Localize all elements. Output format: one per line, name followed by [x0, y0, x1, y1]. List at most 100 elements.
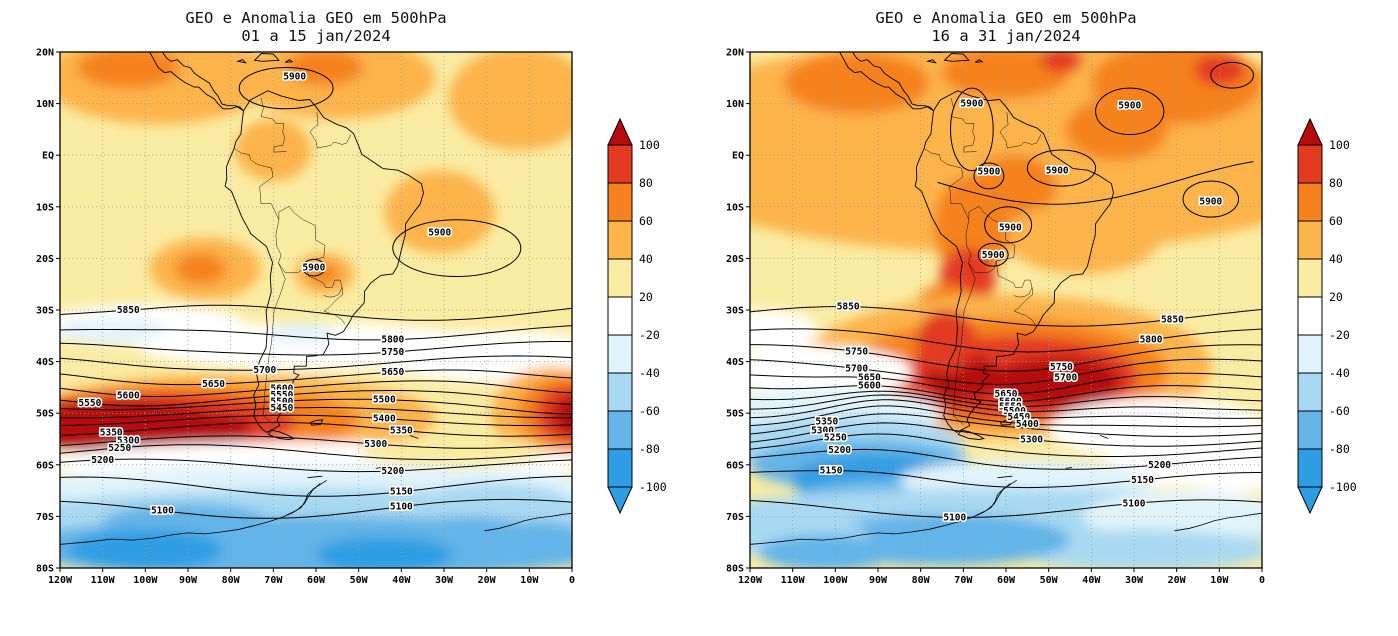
- lat-tick-label: 30S: [36, 306, 54, 317]
- contour-label: 5300: [364, 439, 387, 450]
- lat-tick-label: 60S: [36, 460, 54, 471]
- contour-label: 5900: [1046, 166, 1069, 177]
- contour-label: 5900: [960, 99, 983, 110]
- contour-lines: [60, 66, 572, 519]
- panel-title: GEO e Anomalia GEO em 500hPa: [185, 9, 446, 27]
- contour-labels: 5850580057505700565056505600560055505550…: [77, 70, 453, 518]
- lat-tick-label: 20N: [726, 48, 744, 59]
- lon-tick-label: 100W: [133, 575, 158, 586]
- lat-tick-label: EQ: [42, 151, 54, 162]
- colorbar-label: 80: [1329, 176, 1343, 190]
- contour-label: 5150: [1131, 475, 1154, 486]
- lat-tick-label: 40S: [726, 357, 744, 368]
- contour-label: 5350: [390, 425, 413, 436]
- contour-label: 5450: [1007, 412, 1030, 423]
- contour-label: 5450: [270, 403, 293, 414]
- contour-label: 5550: [999, 401, 1022, 412]
- contour-label: 5900: [977, 167, 1000, 178]
- contour-label: 5600: [117, 391, 140, 402]
- lat-tick-label: 50S: [36, 409, 54, 420]
- lon-tick-label: 0: [1259, 575, 1265, 586]
- colorbar-bin: [1297, 144, 1323, 184]
- contour-label: 5700: [253, 365, 276, 376]
- contour-label: 5900: [999, 222, 1022, 233]
- lon-tick-label: 40W: [1082, 575, 1101, 586]
- axis-labels: 120W 110W 100W 90W 80W 70W 60W 50W 40W 30W 20W 10W 0…: [36, 48, 575, 587]
- contour-label: 5300: [1020, 435, 1043, 446]
- contour-label: 5500: [1003, 406, 1026, 417]
- lon-tick-label: 30W: [435, 575, 454, 586]
- colorbar-bin: [1297, 334, 1323, 374]
- contour-label: 5900: [1199, 197, 1222, 208]
- lon-tick-label: 40W: [392, 575, 411, 586]
- lon-tick-label: 30W: [1125, 575, 1144, 586]
- contour-label: 5150: [820, 466, 843, 477]
- lon-tick-label: 120W: [738, 575, 763, 586]
- lat-tick-label: 30S: [726, 306, 744, 317]
- contour-label: 5750: [845, 347, 868, 358]
- colorbar-bin: [607, 144, 633, 184]
- contour-label: 5100: [390, 502, 413, 513]
- colorbar-label: 40: [639, 252, 653, 266]
- lon-tick-label: 80W: [912, 575, 931, 586]
- panel-title: GEO e Anomalia GEO em 500hPa: [875, 9, 1136, 27]
- lon-tick-label: 70W: [954, 575, 973, 586]
- colorbar-bin: [1297, 410, 1323, 450]
- lon-tick-label: 50W: [350, 575, 369, 586]
- lat-tick-label: 20S: [726, 254, 744, 265]
- lat-tick-label: EQ: [732, 151, 744, 162]
- contour-label: 5200: [828, 445, 851, 456]
- lon-tick-label: 0: [569, 575, 575, 586]
- lat-tick-label: 20S: [36, 254, 54, 265]
- colorbar-label: 100: [639, 138, 660, 152]
- contour-label: 5900: [428, 228, 451, 239]
- colorbar-bin: [1297, 258, 1323, 298]
- colorbar-bin: [1297, 448, 1323, 488]
- colorbar-label: -40: [639, 366, 660, 380]
- lat-tick-label: 60S: [726, 460, 744, 471]
- colorbar-label: 40: [1329, 252, 1343, 266]
- colorbar-label: -80: [639, 442, 660, 456]
- lon-tick-label: 100W: [823, 575, 848, 586]
- colorbar-label: -100: [639, 480, 667, 494]
- contour-label: 5800: [1140, 335, 1163, 346]
- colorbar-label: 80: [639, 176, 653, 190]
- lat-tick-label: 70S: [726, 512, 744, 523]
- colorbar-bin: [607, 448, 633, 488]
- colorbar-bin: [607, 182, 633, 222]
- contour-label: 5900: [283, 71, 306, 82]
- panel-second-fortnight: GEO e Anomalia GEO em 500hPa 16 a 31 jan/…: [694, 8, 1362, 592]
- colorbar-bin: [607, 372, 633, 412]
- lat-tick-label: 70S: [36, 512, 54, 523]
- lon-tick-label: 20W: [1168, 575, 1187, 586]
- lat-tick-label: 40S: [36, 357, 54, 368]
- contour-label: 5550: [78, 398, 101, 409]
- colorbar-label: 100: [1329, 138, 1350, 152]
- lon-tick-label: 60W: [307, 575, 326, 586]
- colorbar-label: 60: [639, 214, 653, 228]
- panel-first-fortnight: GEO e Anomalia GEO em 500hPa 01 a 15 jan/…: [4, 8, 672, 592]
- lon-tick-label: 110W: [91, 575, 116, 586]
- lat-tick-label: 80S: [726, 564, 744, 575]
- coastlines: [750, 52, 1262, 545]
- contour-label: 5250: [824, 432, 847, 443]
- contour-label: 5650: [858, 373, 881, 384]
- colorbar-second-fortnight: 100 80 60 40 20 -20 -40 -60 -80 -100: [1297, 117, 1357, 515]
- contour-label: 5500: [373, 395, 396, 406]
- lat-tick-label: 10N: [36, 99, 54, 110]
- contour-lines: [750, 61, 1262, 518]
- contour-label: 5900: [982, 250, 1005, 261]
- colorbar-arrow-bottom: [607, 486, 633, 515]
- lat-tick-label: 10N: [726, 99, 744, 110]
- axis-labels: 120W 110W 100W 90W 80W 70W 60W 50W 40W 30W 20W 10W 0…: [726, 48, 1265, 587]
- contour-label: 5400: [373, 414, 396, 425]
- contour-label: 5650: [381, 367, 404, 378]
- panel-subtitle: 01 a 15 jan/2024: [241, 27, 390, 45]
- contour-labels: 5850585058005750575057005700565056505600…: [810, 97, 1224, 525]
- contour-label: 5850: [1161, 314, 1184, 325]
- lon-tick-label: 110W: [781, 575, 806, 586]
- contour-label: 5550: [270, 390, 293, 401]
- lon-tick-label: 50W: [1040, 575, 1059, 586]
